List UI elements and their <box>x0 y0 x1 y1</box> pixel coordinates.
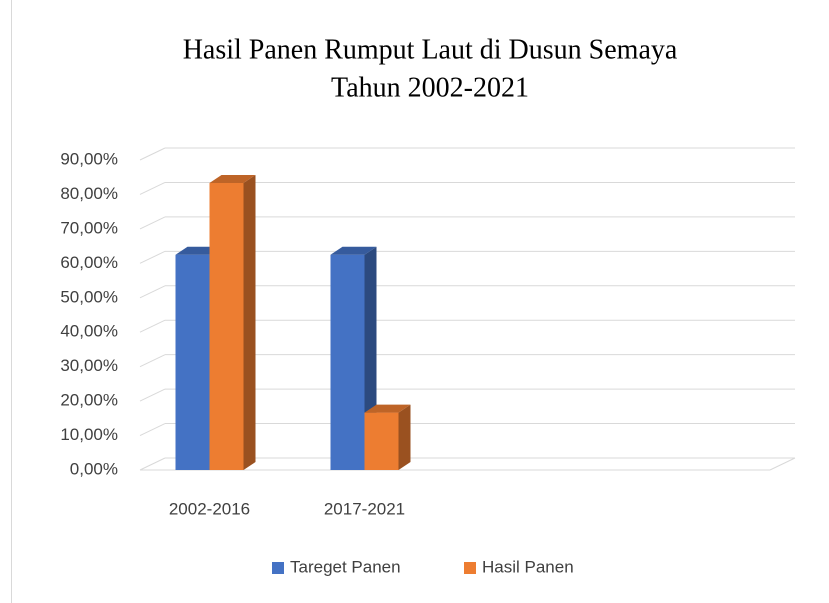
grid-line <box>139 319 166 333</box>
grid-line <box>139 216 166 230</box>
chart-title: Tahun 2002-2021 <box>331 72 529 103</box>
bar-top <box>364 404 411 413</box>
y-tick-label: 40,00% <box>60 322 118 341</box>
grid-line <box>139 250 166 264</box>
bar-top <box>209 174 256 183</box>
y-tick-label: 80,00% <box>60 184 118 203</box>
bar <box>364 412 399 470</box>
bar <box>175 254 210 470</box>
grid-line <box>139 354 166 368</box>
x-tick-label: 2017-2021 <box>324 499 405 518</box>
legend-label: Hasil Panen <box>482 557 574 576</box>
y-tick-label: 30,00% <box>60 356 118 375</box>
chart-title: Hasil Panen Rumput Laut di Dusun Semaya <box>183 34 678 65</box>
y-tick-label: 60,00% <box>60 253 118 272</box>
x-tick-label: 2002-2016 <box>169 499 250 518</box>
grid-line <box>139 147 166 161</box>
y-tick-label: 10,00% <box>60 425 118 444</box>
bar <box>209 182 244 471</box>
legend-label: Tareget Panen <box>290 557 401 576</box>
bar <box>330 254 365 470</box>
grid-line <box>139 181 166 195</box>
y-tick-label: 50,00% <box>60 287 118 306</box>
y-tick-label: 20,00% <box>60 391 118 410</box>
legend-swatch <box>272 562 284 574</box>
floor-edge <box>769 457 796 471</box>
grid-line <box>139 457 166 471</box>
bar-side <box>398 404 411 470</box>
bar-side <box>243 174 256 471</box>
y-tick-label: 0,00% <box>70 459 118 478</box>
chart-frame <box>11 0 829 603</box>
bar-top <box>330 246 377 255</box>
y-tick-label: 70,00% <box>60 218 118 237</box>
grid-line <box>139 285 166 299</box>
y-tick-label: 90,00% <box>60 149 118 168</box>
grid-line <box>139 423 166 437</box>
legend-swatch <box>464 562 476 574</box>
grid-line <box>139 388 166 402</box>
